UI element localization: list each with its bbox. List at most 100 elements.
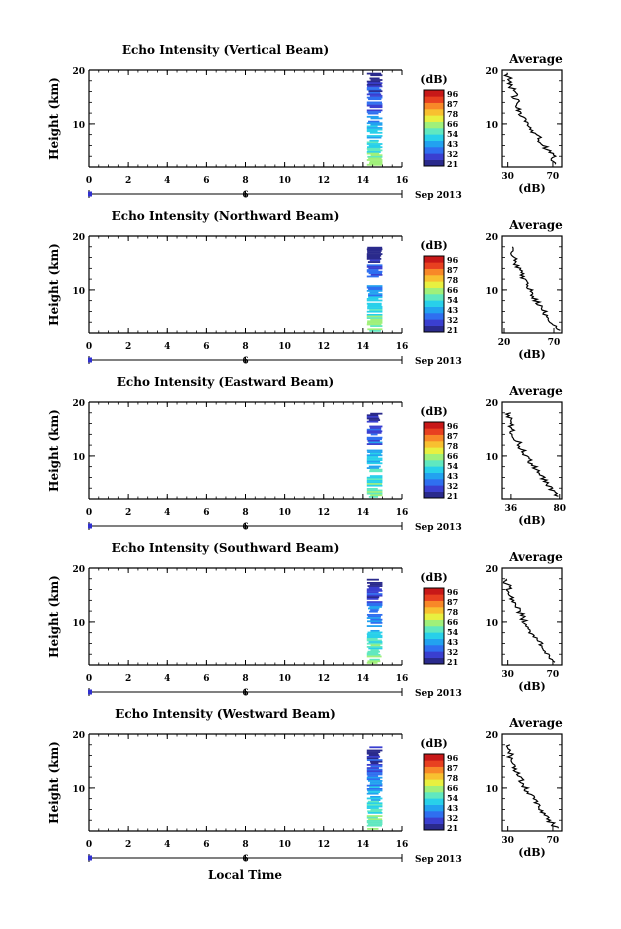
heatmap-cell	[366, 578, 379, 581]
heatmap-cell	[366, 143, 383, 145]
heatmap-cell	[366, 313, 383, 316]
heatmap-cell	[366, 815, 383, 817]
timeline-marker	[88, 689, 92, 695]
colorbar-tick-label: 43	[447, 803, 459, 813]
colorbar-tick-label: 66	[447, 783, 459, 793]
heatmap-cell	[366, 269, 379, 271]
colorbar-segment	[424, 153, 444, 160]
heatmap-cell	[366, 476, 383, 479]
heatmap-cell	[366, 596, 380, 599]
heatmap-cell	[367, 146, 383, 149]
x-tick-label: 2	[125, 342, 131, 352]
profile-y-tick-label: 10	[485, 453, 498, 463]
heatmap-cell	[366, 763, 383, 766]
heatmap-cell	[370, 762, 379, 765]
heatmap-cell	[367, 634, 383, 637]
colorbar-tick-label: 54	[447, 295, 459, 305]
y-tick-label: 10	[72, 287, 85, 297]
heatmap-cell	[366, 151, 381, 153]
colorbar-segment	[424, 773, 444, 780]
heatmap-cell	[370, 618, 383, 621]
timeline-marker	[88, 855, 92, 861]
heatmap-cell	[366, 594, 383, 597]
colorbar-segment	[424, 281, 444, 288]
colorbar-tick-label: 43	[447, 139, 459, 149]
heatmap-cell	[366, 285, 383, 287]
colorbar-segment	[424, 626, 444, 633]
x-tick-label: 6	[203, 342, 209, 352]
colorbar-frame	[423, 89, 445, 167]
colorbar-tick-label: 21	[447, 657, 458, 667]
heatmap-cell	[366, 757, 379, 760]
heatmap-cell	[366, 428, 382, 431]
colorbar-tick-label: 54	[447, 461, 459, 471]
colorbar-segment	[424, 287, 444, 295]
heatmap-cell	[366, 617, 381, 619]
profile-y-tick-label: 10	[485, 287, 498, 297]
heatmap-cell	[370, 621, 383, 624]
x-tick-label: 8	[242, 508, 248, 518]
profile-title: Average	[508, 52, 563, 66]
heatmap-cell	[366, 591, 379, 594]
heatmap-cell	[369, 139, 379, 142]
colorbar-segment	[424, 779, 444, 786]
heatmap-cell	[370, 123, 383, 126]
heatmap-cell	[366, 593, 383, 595]
heatmap-cell	[367, 800, 380, 803]
heatmap-cell	[366, 111, 382, 113]
colorbar-tick-label: 54	[447, 793, 459, 803]
timeline-mid-label: 6	[242, 357, 248, 367]
heatmap-cell	[366, 147, 381, 150]
heatmap-cell	[366, 103, 383, 105]
heatmap-cell	[370, 318, 383, 321]
heatmap-cell	[370, 433, 378, 436]
colorbar-segment	[424, 109, 444, 116]
heatmap-cell	[366, 625, 383, 627]
colorbar-tick-label: 87	[447, 265, 458, 275]
heatmap-cell	[369, 160, 383, 163]
profile-x-tick-label: 70	[548, 338, 561, 348]
heatmap-cell	[366, 467, 380, 469]
heatmap-cell	[370, 325, 383, 327]
colorbar-tick-label: 21	[447, 491, 458, 501]
colorbar-segment	[424, 817, 444, 824]
heatmap-cell	[367, 155, 383, 158]
heatmap-cell	[366, 436, 383, 439]
heatmap-cell	[366, 310, 383, 313]
heatmap-cell	[366, 797, 383, 800]
heatmap-cell	[367, 451, 383, 453]
heatmap-cell	[366, 602, 383, 605]
heatmap-cell	[366, 807, 379, 809]
heatmap-cell	[366, 315, 383, 318]
heatmap-cell	[366, 460, 381, 463]
x-tick-label: 12	[317, 508, 330, 518]
heatmap-cell	[367, 305, 383, 308]
profile-line	[502, 72, 558, 165]
x-tick-label: 16	[396, 342, 409, 352]
heatmap-cell	[366, 417, 380, 420]
heatmap-cell	[367, 85, 383, 88]
colorbar-segment	[424, 96, 444, 103]
date-label: Sep 2013	[415, 523, 462, 533]
heatmap-cell	[367, 775, 379, 777]
colorbar-segment	[424, 619, 444, 627]
colorbar-tick-label: 32	[447, 813, 458, 823]
heatmap-cell	[370, 629, 380, 632]
heatmap-cell	[366, 604, 383, 607]
heatmap-cell	[366, 101, 382, 104]
heatmap-cell	[366, 478, 383, 481]
colorbar-frame	[423, 753, 445, 831]
heatmap-cell	[366, 104, 383, 107]
colorbar-tick-label: 96	[447, 421, 459, 431]
heatmap-cell	[366, 135, 383, 137]
timeline-mid-label: 6	[242, 689, 248, 699]
colorbar-segment	[424, 453, 444, 461]
heatmap-cell	[366, 297, 379, 300]
heatmap-cell	[369, 475, 383, 477]
heatmap-cell	[367, 251, 381, 254]
heatmap-cell	[369, 77, 380, 80]
panel-title: Echo Intensity (Vertical Beam)	[122, 43, 329, 57]
heatmap-cell	[369, 605, 382, 608]
heatmap-cell	[366, 87, 380, 89]
